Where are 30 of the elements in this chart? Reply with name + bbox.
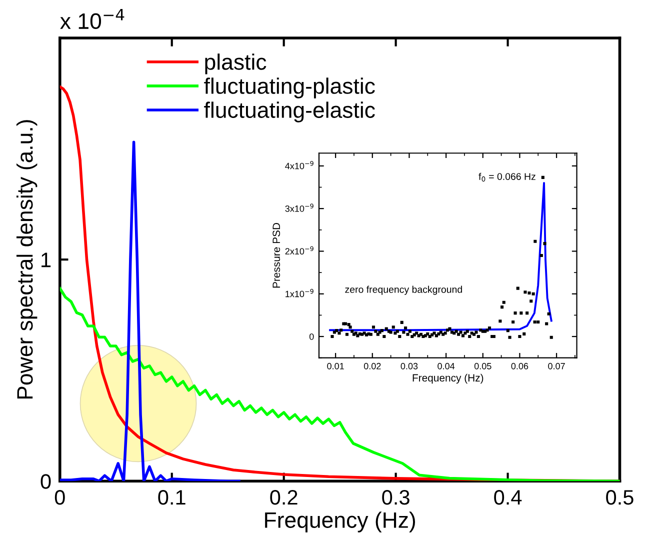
y-axis-title: Pressure PSD: [272, 222, 280, 288]
x-tick-label: 0.06: [511, 362, 528, 370]
x-tick-label: 0.4: [494, 490, 522, 505]
legend-label: fluctuating-elastic: [204, 102, 375, 122]
x-tick-label: 0: [54, 490, 65, 505]
x-axis-title: Frequency (Hz): [265, 512, 416, 532]
y-tick-label: 0: [309, 333, 314, 340]
x-tick-label: 0.04: [438, 362, 455, 370]
legend-label: fluctuating-plastic: [204, 78, 375, 98]
x-tick-label: 0.1: [158, 490, 186, 505]
x-tick-label: 0.5: [606, 490, 634, 505]
x-tick-label: 0.2: [270, 490, 298, 505]
y-tick-label: 1: [42, 252, 51, 268]
y-tick-label: 3x10$^{−9}$: [285, 204, 314, 212]
y-tick-label: 4x10$^{−9}$: [285, 160, 314, 170]
y-tick-label: 1x10$^{−9}$: [286, 288, 314, 298]
x-tick-label: 0.02: [364, 362, 381, 370]
x-tick-label: 0.05: [474, 362, 492, 370]
y-tick-label: 2x10$^{−9}$: [285, 246, 314, 255]
annotation: f$_{0}$ = 0.066 Hz: [478, 172, 536, 182]
legend-label: plastic: [205, 54, 266, 74]
annotation: zero frequency background: [345, 286, 462, 295]
x-tick-label: 0.07: [548, 362, 565, 370]
line-series: [60, 140, 240, 482]
x-axis-title: Frequency (Hz): [412, 374, 484, 384]
text: x 10$^{−4}$: [60, 8, 124, 30]
x-tick-label: 0.3: [382, 490, 410, 505]
y-axis-title: Power spectral density (a.u.): [16, 120, 38, 399]
x-tick-label: 0.01: [327, 362, 344, 370]
x-tick-label: 0.03: [400, 362, 418, 370]
